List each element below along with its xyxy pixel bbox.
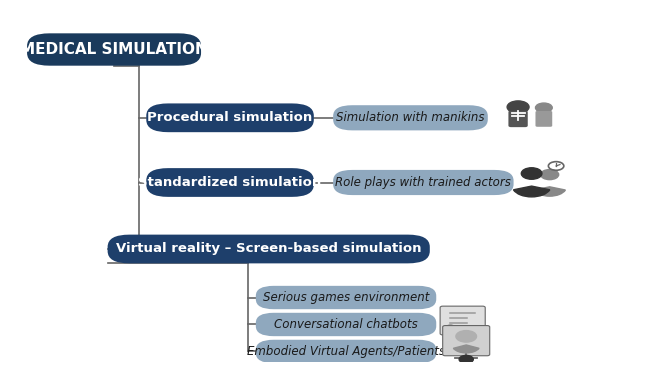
FancyBboxPatch shape	[146, 103, 314, 132]
FancyBboxPatch shape	[535, 111, 552, 127]
FancyBboxPatch shape	[333, 105, 488, 130]
FancyBboxPatch shape	[256, 340, 436, 363]
Wedge shape	[454, 345, 479, 353]
FancyBboxPatch shape	[333, 170, 513, 195]
Wedge shape	[534, 187, 566, 196]
FancyBboxPatch shape	[443, 326, 490, 356]
Text: Role plays with trained actors: Role plays with trained actors	[336, 176, 511, 189]
FancyBboxPatch shape	[107, 235, 430, 264]
Text: Conversational chatbots: Conversational chatbots	[274, 318, 418, 331]
Wedge shape	[513, 186, 550, 197]
Wedge shape	[456, 364, 476, 365]
Text: MEDICAL SIMULATION: MEDICAL SIMULATION	[20, 42, 208, 57]
FancyBboxPatch shape	[256, 286, 436, 309]
Wedge shape	[444, 333, 457, 337]
FancyBboxPatch shape	[256, 313, 436, 336]
FancyBboxPatch shape	[27, 33, 201, 66]
Circle shape	[541, 170, 559, 180]
Text: Embodied Virtual Agents/Patients: Embodied Virtual Agents/Patients	[247, 345, 445, 358]
Text: Virtual reality – Screen-based simulation: Virtual reality – Screen-based simulatio…	[116, 242, 421, 255]
Circle shape	[456, 331, 476, 342]
Text: Simulation with manikins: Simulation with manikins	[336, 111, 484, 124]
FancyBboxPatch shape	[146, 168, 314, 197]
Text: Serious games environment: Serious games environment	[263, 291, 429, 304]
Text: Procedural simulation: Procedural simulation	[148, 111, 313, 124]
Circle shape	[507, 101, 529, 113]
Text: Standardized simulation: Standardized simulation	[138, 176, 321, 189]
FancyBboxPatch shape	[509, 111, 528, 127]
Circle shape	[535, 103, 552, 112]
Circle shape	[446, 325, 456, 331]
Circle shape	[521, 168, 542, 179]
FancyBboxPatch shape	[440, 306, 485, 335]
Circle shape	[459, 356, 473, 363]
